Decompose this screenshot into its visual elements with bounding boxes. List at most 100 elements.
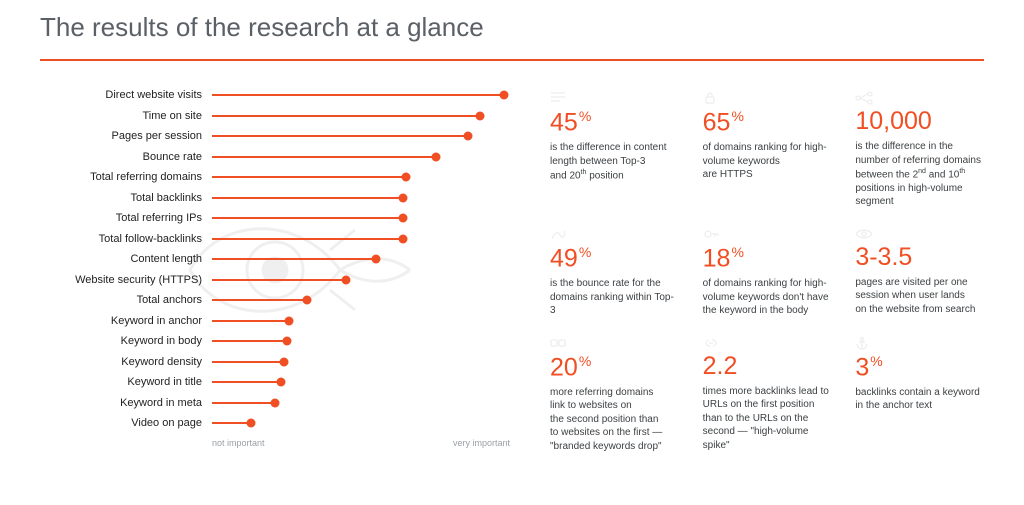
- stat-value: 2.2: [703, 354, 832, 379]
- bar-row: Keyword in meta: [40, 393, 510, 414]
- bar-label: Website security (HTTPS): [40, 274, 212, 286]
- bar-dot: [401, 173, 410, 182]
- bar-track: [212, 115, 510, 116]
- content-area: Direct website visits Time on site Pages p…: [40, 85, 984, 453]
- bar-label: Total backlinks: [40, 192, 212, 204]
- bar-line: [212, 156, 436, 158]
- text-icon: [550, 91, 679, 107]
- bar-row: Keyword in anchor: [40, 311, 510, 332]
- stat-description: times more backlinks lead to URLs on the…: [703, 385, 832, 453]
- bar-dot: [398, 193, 407, 202]
- stat-value: 10,000: [855, 109, 984, 134]
- bar-track: [212, 95, 510, 96]
- bar-dot: [476, 111, 485, 120]
- axis-left-label: not important: [212, 438, 265, 448]
- bounce-icon: [550, 227, 679, 243]
- bar-track: [212, 259, 510, 260]
- bar-label: Keyword in meta: [40, 397, 212, 409]
- stat-description: of domains ranking for high-volume keywo…: [703, 277, 832, 318]
- bar-track: [212, 156, 510, 157]
- bar-label: Video on page: [40, 417, 212, 429]
- bar-dot: [342, 275, 351, 284]
- stat-card: 3%backlinks contain a keyword in the anc…: [855, 336, 984, 454]
- stat-card: 18%of domains ranking for high-volume ke…: [703, 227, 832, 318]
- eye-icon: [855, 227, 984, 243]
- bar-label: Total anchors: [40, 294, 212, 306]
- stat-description: is the difference in content length betw…: [550, 141, 679, 183]
- bar-row: Keyword density: [40, 352, 510, 373]
- stat-value: 3%: [855, 354, 984, 380]
- bar-dot: [398, 234, 407, 243]
- bar-row: Bounce rate: [40, 147, 510, 168]
- bar-label: Time on site: [40, 110, 212, 122]
- bar-label: Keyword density: [40, 356, 212, 368]
- bar-track: [212, 341, 510, 342]
- stat-value: 65%: [703, 109, 832, 135]
- chain-icon: [703, 336, 832, 352]
- bar-dot: [270, 398, 279, 407]
- stat-card: 10,000 is the difference in the number of…: [855, 91, 984, 209]
- bar-line: [212, 197, 403, 199]
- bar-track: [212, 197, 510, 198]
- bar-row: Total referring IPs: [40, 208, 510, 229]
- bar-track: [212, 361, 510, 362]
- bar-dot: [398, 214, 407, 223]
- links-icon: [550, 336, 679, 352]
- bar-line: [212, 320, 289, 322]
- bar-line: [212, 299, 307, 301]
- bar-row: Time on site: [40, 106, 510, 127]
- bar-track: [212, 423, 510, 424]
- bar-line: [212, 217, 403, 219]
- stat-value: 3-3.5: [855, 245, 984, 270]
- bar-line: [212, 94, 504, 96]
- stat-description: of domains ranking for high-volume keywo…: [703, 141, 832, 182]
- bar-dot: [371, 255, 380, 264]
- bar-line: [212, 115, 480, 117]
- bar-track: [212, 402, 510, 403]
- bar-row: Pages per session: [40, 126, 510, 147]
- page-title: The results of the research at a glance: [40, 12, 984, 43]
- bar-track: [212, 238, 510, 239]
- bar-dot: [285, 316, 294, 325]
- stat-card: 20%more referring domains link to websit…: [550, 336, 679, 454]
- bar-line: [212, 135, 468, 137]
- bar-label: Keyword in title: [40, 376, 212, 388]
- axis-labels: not important very important: [40, 438, 510, 448]
- bar-label: Keyword in body: [40, 335, 212, 347]
- bar-track: [212, 218, 510, 219]
- bar-dot: [464, 132, 473, 141]
- bar-track: [212, 177, 510, 178]
- bar-dot: [282, 337, 291, 346]
- bar-line: [212, 258, 376, 260]
- bar-dot: [500, 91, 509, 100]
- stat-card: 2.2 times more backlinks lead to URLs on …: [703, 336, 832, 454]
- stat-card: 45% is the difference in content length b…: [550, 91, 679, 209]
- bar-label: Content length: [40, 253, 212, 265]
- bar-row: Video on page: [40, 413, 510, 434]
- stat-value: 49%: [550, 245, 679, 271]
- bar-row: Total follow-backlinks: [40, 229, 510, 250]
- stat-value: 45%: [550, 109, 679, 135]
- bar-track: [212, 320, 510, 321]
- bar-row: Keyword in body: [40, 331, 510, 352]
- bar-track: [212, 382, 510, 383]
- stat-card: 3-3.5pages are visited per one session w…: [855, 227, 984, 318]
- stat-card: 49%is the bounce rate for the domains ra…: [550, 227, 679, 318]
- importance-chart: Direct website visits Time on site Pages p…: [40, 85, 510, 453]
- bar-line: [212, 340, 287, 342]
- axis-right-label: very important: [453, 438, 510, 448]
- stats-grid: 45% is the difference in content length b…: [550, 85, 984, 453]
- bar-line: [212, 422, 251, 424]
- bar-label: Keyword in anchor: [40, 315, 212, 327]
- bar-row: Website security (HTTPS): [40, 270, 510, 291]
- bar-row: Total anchors: [40, 290, 510, 311]
- bar-dot: [279, 357, 288, 366]
- nodes-icon: [855, 91, 984, 107]
- stat-description: is the difference in the number of refer…: [855, 140, 984, 209]
- bar-label: Direct website visits: [40, 89, 212, 101]
- bar-track: [212, 279, 510, 280]
- bar-dot: [303, 296, 312, 305]
- stat-description: more referring domains link to websites …: [550, 386, 679, 454]
- bar-label: Total referring IPs: [40, 212, 212, 224]
- bar-row: Total referring domains: [40, 167, 510, 188]
